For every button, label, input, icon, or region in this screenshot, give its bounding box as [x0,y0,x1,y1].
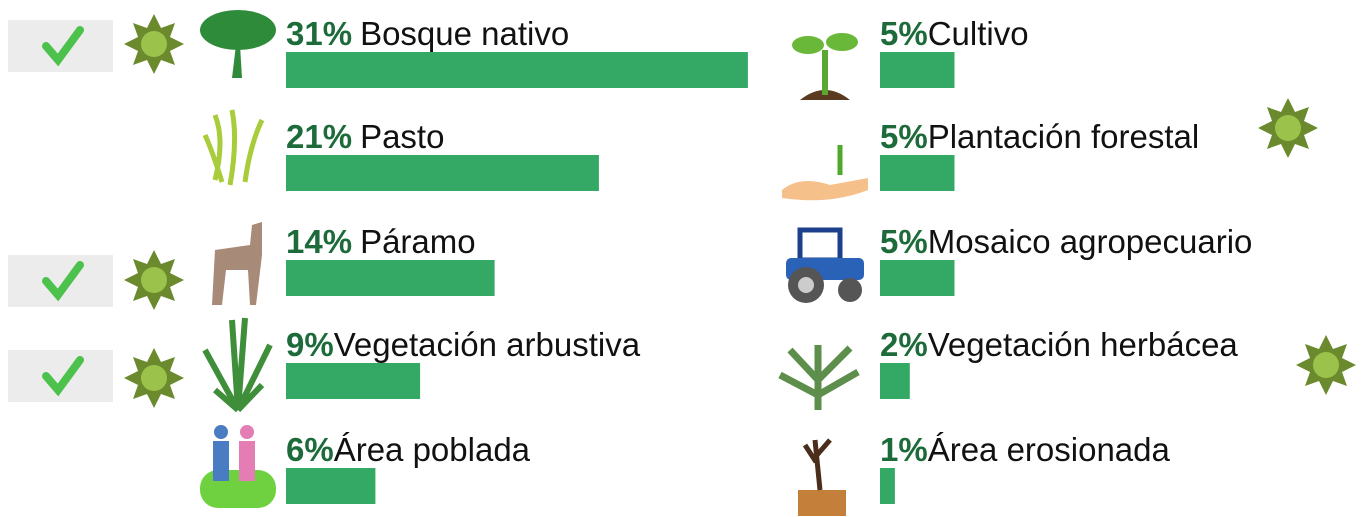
value-label: 5% [880,15,928,52]
value-label: 14% [286,223,352,260]
bar [286,52,748,88]
check-flag [8,20,113,402]
category-label: Plantación forestal [928,118,1200,155]
bar-label: 9%Vegetación arbustiva [286,326,641,363]
bar-label: 31% Bosque nativo [286,15,569,52]
bar-label: 5%Cultivo [880,15,1029,52]
bar-label: 5%Mosaico agropecuario [880,223,1252,260]
category-label: Área poblada [334,431,531,468]
bar [880,363,910,399]
category-label: Pasto [360,118,444,155]
value-label: 21% [286,118,352,155]
icons [200,10,868,516]
value-label: 5% [880,223,928,260]
bar-label: 2%Vegetación herbácea [880,326,1238,363]
category-label: Vegetación herbácea [928,326,1239,363]
category-label: Vegetación arbustiva [334,326,641,363]
bar-label: 5%Plantación forestal [880,118,1199,155]
bar-label: 14% Páramo [286,223,476,260]
value-label: 31% [286,15,352,52]
bar [286,260,495,296]
bar [880,52,955,88]
category-label: Bosque nativo [360,15,569,52]
value-label: 6% [286,431,334,468]
bar [286,155,599,191]
bar-label: 21% Pasto [286,118,444,155]
category-label: Páramo [360,223,476,260]
value-label: 9% [286,326,334,363]
category-label: Área erosionada [928,431,1171,468]
bar-label: 6%Área poblada [286,431,531,468]
value-label: 5% [880,118,928,155]
bar [880,260,955,296]
value-label: 2% [880,326,928,363]
bar [286,468,376,504]
value-label: 1% [880,431,928,468]
bar-label: 1%Área erosionada [880,431,1171,468]
bar [880,155,955,191]
bar [880,468,895,504]
bar [286,363,421,399]
category-label: Cultivo [928,15,1029,52]
category-label: Mosaico agropecuario [928,223,1253,260]
